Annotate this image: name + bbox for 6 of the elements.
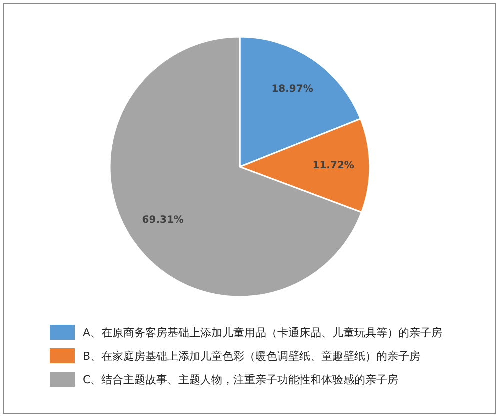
data-label: 69.31% bbox=[142, 214, 184, 226]
legend-label: B、在家庭房基础上添加儿童色彩（暖色调壁纸、童趣壁纸）的亲子房 bbox=[83, 350, 421, 363]
data-label: 18.97% bbox=[272, 84, 314, 96]
legend-label: C、结合主题故事、主题人物，注重亲子功能性和体验感的亲子房 bbox=[83, 374, 399, 386]
legend-label: A、在原商务客房基础上添加儿童用品（卡通床品、儿童玩具等）的亲子房 bbox=[83, 326, 443, 340]
data-label: 11.72% bbox=[312, 160, 354, 172]
